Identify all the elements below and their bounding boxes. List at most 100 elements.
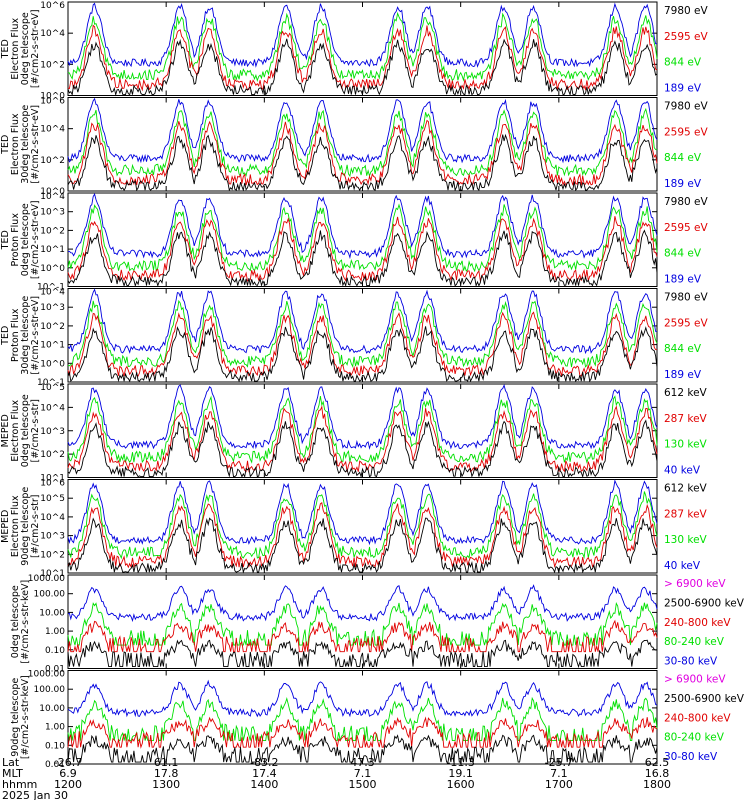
y-axis-label-line: TED	[0, 135, 11, 155]
trace	[67, 11, 658, 83]
y-axis-label-line: Electron Flux	[10, 18, 21, 80]
y-axis-label-line: 90deg telescope	[10, 678, 21, 757]
y-tick-label: 10^5	[40, 494, 65, 504]
x-tick-label-mlt: 16.8	[645, 767, 670, 780]
y-axis-label-line: Proton Flux	[10, 213, 21, 267]
x-tick-label-mlt: 17.4	[252, 767, 277, 780]
legend-entry: 130 keV	[664, 534, 708, 546]
y-axis-label-line: [#/cm2-s-str-eV]	[30, 200, 41, 279]
legend-entry: > 6900 keV	[664, 578, 726, 590]
trace	[67, 734, 658, 763]
trace	[67, 24, 658, 92]
y-tick-label: 10^0	[40, 359, 65, 369]
y-tick-label: 10^2	[40, 226, 65, 236]
y-axis-label: MEPED Electron Flux 0deg telescope [#/cm2-s…	[0, 394, 41, 467]
y-tick-label: 10^4	[40, 29, 65, 39]
y-axis-label-line: [#/cm2-s-str]	[30, 495, 41, 558]
y-axis-label-line: TED	[0, 230, 11, 250]
x-tick-label-lat: -83.2	[250, 756, 278, 769]
y-axis-label: TED Proton Flux 0deg telescope [#/cm2-s-str…	[0, 200, 41, 279]
y-tick-label: 0.01	[45, 665, 65, 675]
y-tick-label: 10^5	[40, 383, 65, 393]
legend-entry: 80-240 keV	[664, 732, 725, 744]
y-axis-label: TED Electron Flux 30deg telescope [#/cm2-s-…	[0, 105, 41, 184]
legend-entry: 844 eV	[664, 248, 702, 260]
y-axis-label-line: 90deg telescope	[20, 487, 31, 566]
trace	[67, 419, 658, 479]
legend-entry: 240-800 keV	[664, 617, 731, 629]
y-tick-label: 10^4	[40, 513, 65, 523]
y-tick-label: 0.10	[45, 646, 65, 656]
y-tick-label: 10^4	[40, 403, 65, 413]
trace	[67, 288, 658, 355]
x-date-label: 2025 Jan 30	[2, 789, 68, 800]
trace	[67, 395, 658, 464]
y-tick-label: 10^1	[40, 474, 65, 484]
x-tick-label-time: 1700	[545, 778, 573, 791]
y-tick-label: 10^0	[40, 264, 65, 274]
legend-entry: > 6900 keV	[664, 674, 726, 686]
legend-entry: 2595 eV	[664, 222, 709, 234]
x-tick-label-lat: -11.3	[446, 756, 474, 769]
x-row-label-hhmm: hhmm	[2, 778, 37, 791]
legend-entry: 40 keV	[664, 560, 701, 572]
y-axis-label-line: [#/cm2-s-str-eV]	[30, 296, 41, 375]
y-tick-label: 0.01	[45, 760, 65, 770]
y-tick-label: 10^3	[40, 303, 65, 313]
legend-entry: 2500-6900 keV	[664, 597, 745, 609]
x-tick-label-lat: -25.7	[545, 756, 573, 769]
y-axis-label-line: [#/cm2-s-str-keV]	[20, 580, 31, 664]
y-tick-label: 10^2	[40, 450, 65, 460]
legend-entry: 2595 eV	[664, 31, 709, 43]
y-tick-label: 1.00	[45, 627, 65, 637]
trace	[67, 405, 658, 473]
y-axis-label-line: Proton Flux	[10, 308, 21, 362]
x-tick-label-time: 1300	[152, 778, 180, 791]
trace	[67, 384, 658, 450]
y-tick-label: 10^2	[40, 156, 65, 166]
y-tick-label: 10^2	[40, 60, 65, 70]
y-tick-label: 1000.00	[28, 574, 65, 584]
x-tick-label-lat: 47.3	[350, 756, 375, 769]
legend-entry: 612 keV	[664, 483, 708, 495]
x-tick-label-time: 1800	[643, 778, 671, 791]
trace	[67, 229, 658, 288]
y-tick-label: 10.00	[39, 608, 65, 618]
y-tick-label: 10^4	[40, 288, 65, 298]
y-tick-label: 10^1	[40, 569, 65, 579]
y-axis-label-line: 30deg telescope	[20, 105, 31, 184]
y-tick-label: 10^6	[40, 97, 65, 107]
x-tick-label-mlt: 6.9	[59, 767, 77, 780]
y-axis-label-line: 0deg telescope	[20, 12, 31, 85]
trace	[67, 491, 658, 560]
legend-entry: 287 keV	[664, 413, 708, 425]
x-tick-label-time: 1600	[447, 778, 475, 791]
y-tick-label: 100.00	[34, 685, 66, 695]
y-axis-label-line: [#/cm2-s-str-keV]	[20, 675, 31, 759]
y-tick-label: 10^6	[40, 479, 65, 489]
legend-entry: 240-800 keV	[664, 712, 731, 724]
legend-entry: 844 eV	[664, 343, 702, 355]
y-axis-label-line: [#/cm2-s-str]	[30, 399, 41, 462]
trace	[67, 679, 658, 718]
legend-entry: 189 eV	[664, 83, 702, 95]
legend-entry: 7980 eV	[664, 5, 709, 17]
trace	[67, 203, 658, 273]
legend-entry: 7980 eV	[664, 196, 709, 208]
y-axis-label: 90deg telescope [#/cm2-s-str-keV]	[10, 675, 31, 759]
trace	[67, 97, 658, 164]
legend-entry: 7980 eV	[664, 292, 709, 304]
legend-entry: 189 eV	[664, 274, 702, 286]
legend-entry: 130 keV	[664, 439, 708, 451]
y-tick-label: 10^0	[40, 187, 65, 197]
y-tick-label: 1000.00	[28, 670, 65, 680]
x-tick-label-mlt: 19.1	[448, 767, 473, 780]
y-axis-label-line: Electron Flux	[10, 400, 21, 462]
y-axis-label-line: MEPED	[0, 510, 11, 543]
y-axis-label: MEPED Electron Flux 90deg telescope [#/cm2-…	[0, 487, 41, 566]
trace	[67, 38, 658, 97]
